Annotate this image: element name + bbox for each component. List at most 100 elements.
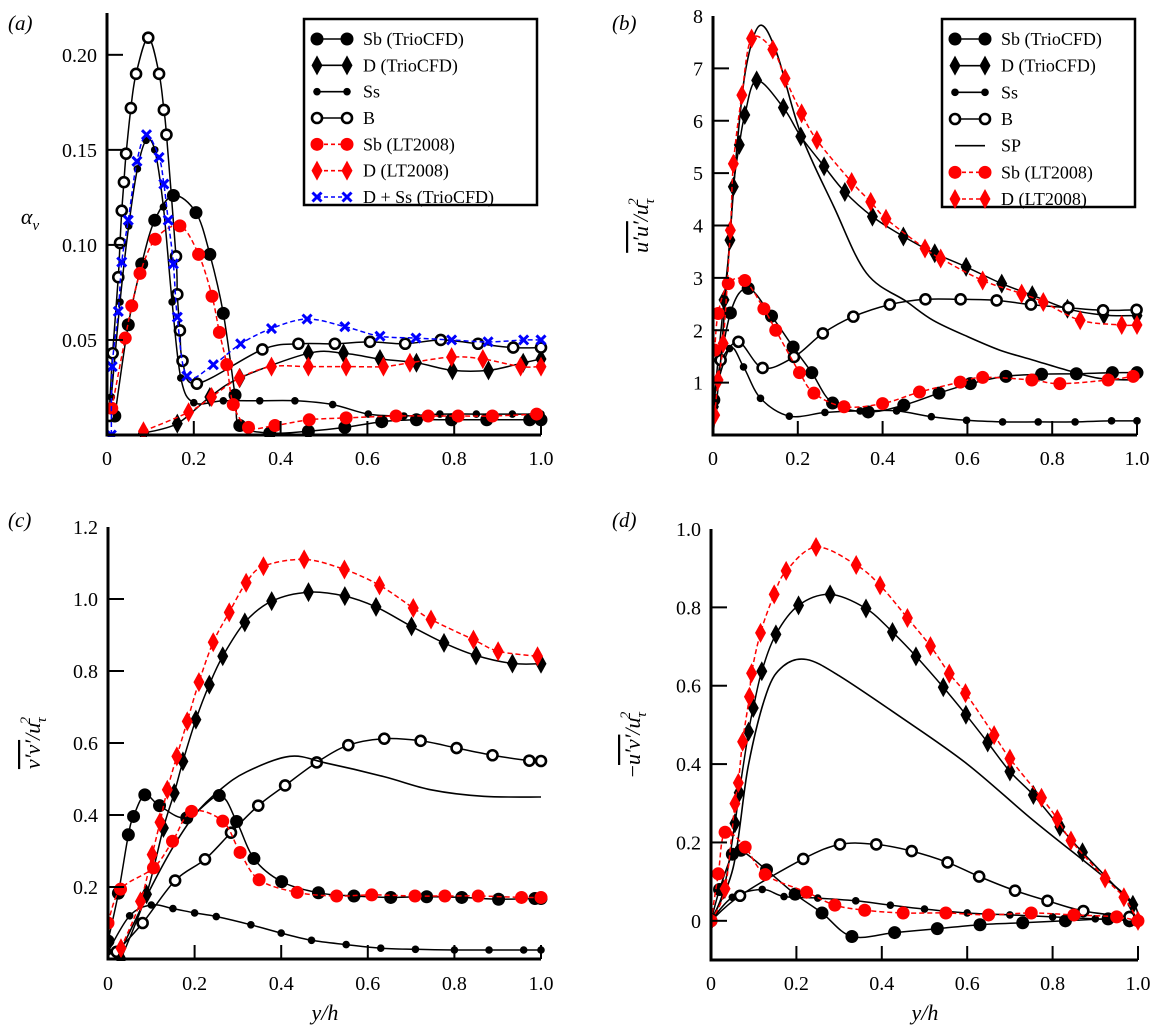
data-point (815, 906, 829, 920)
data-point (865, 191, 877, 212)
panel-label: (a) (8, 11, 33, 35)
data-point (1116, 315, 1128, 336)
legend-entry: Sb (TrioCFD) (948, 29, 1102, 50)
x-tick-label: 0 (102, 448, 112, 470)
data-point (786, 340, 800, 354)
data-point (108, 916, 115, 930)
data-point (1035, 787, 1047, 808)
label-main: α (21, 204, 33, 229)
data-point (758, 868, 772, 882)
y-axis-label: αv (21, 204, 40, 234)
data-point (1048, 913, 1057, 921)
data-point (486, 748, 499, 762)
data-point (114, 882, 128, 896)
data-point (770, 624, 782, 645)
legend-label: D (TrioCFD) (1001, 56, 1096, 77)
data-point (251, 799, 265, 812)
data-point (339, 411, 353, 425)
data-point (988, 725, 1000, 746)
series-line (713, 24, 1138, 436)
data-point (785, 412, 794, 420)
data-point (241, 420, 255, 434)
data-point (1004, 761, 1016, 782)
data-point (339, 586, 351, 607)
data-point (471, 337, 485, 351)
legend-entry: D (LT2008) (311, 160, 449, 182)
data-point (901, 607, 913, 628)
data-point (892, 407, 901, 415)
legend-label: Ss (1001, 82, 1018, 102)
data-point (972, 870, 986, 883)
data-point (470, 645, 482, 666)
series-sb-lt2008 (107, 219, 544, 434)
data-point (874, 575, 886, 596)
label-main: /u (628, 204, 653, 223)
data-point (532, 646, 544, 667)
x-tick-label: 0 (103, 973, 113, 995)
data-point (146, 861, 160, 875)
data-point (158, 178, 170, 190)
data-point (310, 137, 324, 151)
data-point (384, 890, 398, 904)
data-point (805, 366, 819, 380)
data-point (736, 85, 748, 106)
data-point (127, 809, 141, 823)
series-ss (713, 344, 1141, 426)
series-b (711, 838, 1136, 928)
data-point (298, 549, 310, 570)
data-point (138, 788, 152, 802)
data-point (219, 396, 228, 405)
data-point (1025, 373, 1039, 387)
data-point (292, 337, 305, 351)
data-point (999, 369, 1013, 383)
legend-label: SP (1001, 136, 1021, 156)
data-point (377, 356, 389, 377)
series-ss (108, 901, 545, 956)
data-point (134, 891, 146, 912)
y-tick-label: 7 (693, 58, 703, 80)
x-tick-label: 1.0 (1126, 973, 1151, 995)
data-point (302, 413, 316, 427)
x-tick-label: 1.0 (1125, 448, 1150, 470)
data-point (119, 147, 133, 160)
series-line (713, 35, 1138, 416)
data-point (523, 754, 536, 767)
data-point (896, 906, 910, 920)
y-axis-label: −u′v′/uτ2 (618, 711, 650, 777)
data-point (737, 731, 749, 752)
x-tick-label: 0.6 (955, 448, 980, 470)
data-point (290, 885, 304, 899)
y-axis-label: u′u′/uτ2 (626, 198, 658, 253)
series-line (115, 755, 542, 960)
data-point (769, 323, 783, 337)
data-point (1006, 911, 1014, 919)
data-point (534, 754, 548, 768)
data-point (508, 410, 517, 418)
series-sp (713, 24, 1138, 436)
data-point (233, 845, 247, 859)
data-point (266, 591, 278, 612)
data-point (166, 834, 180, 848)
data-point (342, 738, 355, 752)
label-overlined: v′v′ (20, 739, 45, 769)
data-point (212, 912, 221, 921)
data-point (161, 779, 173, 800)
y-tick-label: 1 (693, 373, 703, 395)
data-point (953, 375, 967, 389)
data-point (535, 334, 547, 346)
data-point (713, 405, 721, 426)
data-point (421, 409, 435, 423)
data-point (275, 875, 289, 889)
y-tick-label: 0.2 (676, 832, 701, 854)
data-point (375, 415, 389, 429)
data-point (927, 412, 936, 421)
data-point (534, 890, 548, 904)
data-point (721, 277, 735, 291)
data-point (981, 88, 989, 97)
x-tick-label: 0.4 (869, 973, 894, 995)
data-point (205, 289, 219, 303)
data-point (800, 885, 814, 899)
data-point (153, 151, 165, 164)
data-point (330, 889, 344, 903)
